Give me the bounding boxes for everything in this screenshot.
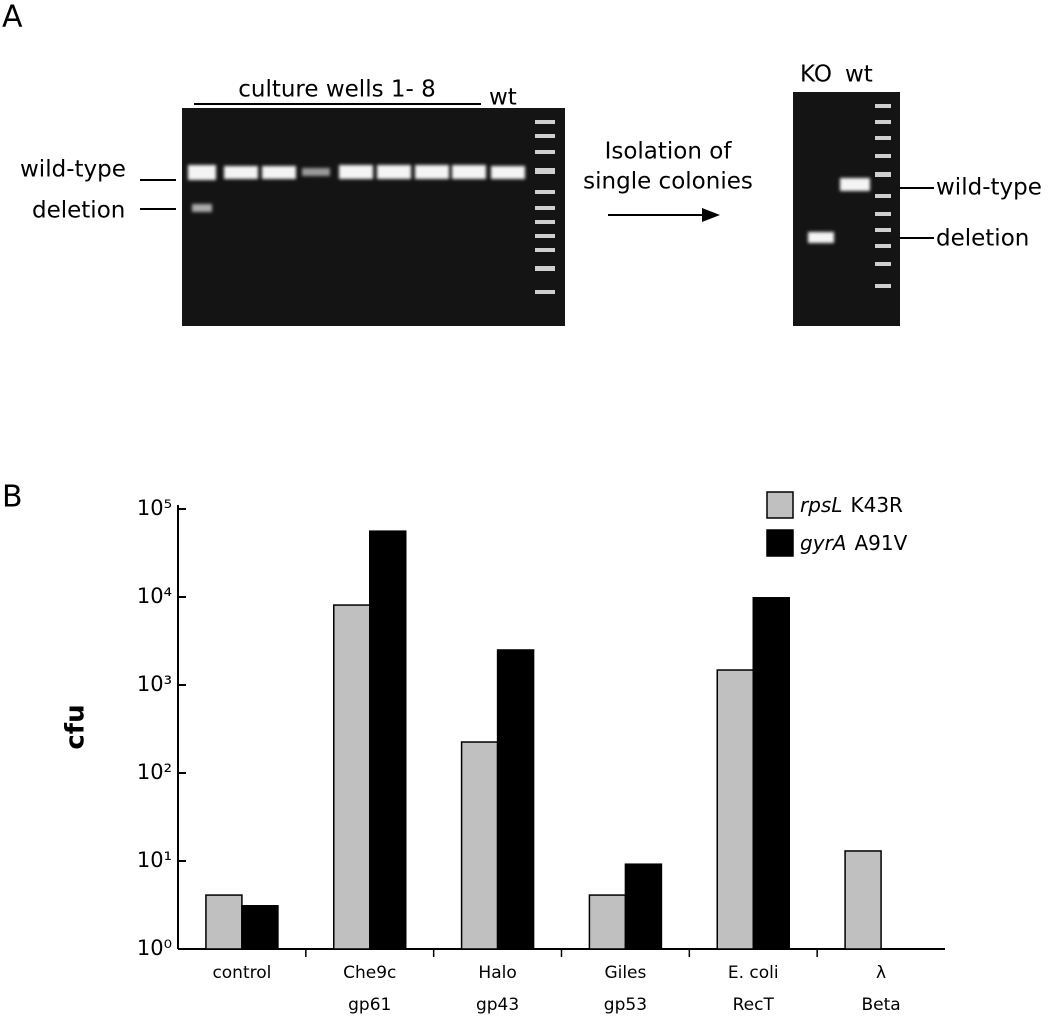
x-tick-label: E. coli (728, 963, 779, 983)
y-tick-label: 10⁵ (137, 496, 172, 520)
legend-text: K43R (850, 493, 903, 517)
x-tick-label: Beta (861, 995, 900, 1015)
band-label: deletion (32, 198, 125, 224)
arrow-text: single colonies (583, 169, 753, 195)
bar (844, 850, 882, 950)
bar (205, 894, 243, 950)
bar (588, 894, 627, 950)
x-tick-label: gp61 (348, 995, 391, 1015)
y-tick-label: 10³ (137, 672, 172, 696)
x-tick-label: RecT (733, 995, 775, 1015)
band-label: wild-type (20, 157, 126, 183)
legend-label: gyrA A91V (800, 531, 908, 555)
band-label: deletion (936, 226, 1029, 252)
arrow-text: Isolation of (605, 139, 733, 165)
x-tick-label: control (212, 963, 271, 983)
legend-swatch (766, 491, 794, 519)
bar (241, 905, 279, 950)
panel-label: B (2, 480, 23, 515)
bar (496, 649, 535, 950)
legend-swatch (766, 529, 794, 557)
lane-label: wt (489, 85, 517, 111)
y-axis-label: cfu (61, 704, 91, 749)
band-label: wild-type (936, 175, 1042, 201)
x-tick-label: gp43 (476, 995, 519, 1015)
x-tick-label: λ (876, 963, 886, 983)
x-tick-label: Halo (478, 963, 516, 983)
legend-label: rpsL K43R (800, 493, 903, 517)
x-tick-label: Che9c (343, 963, 396, 983)
gel-2 (793, 92, 900, 326)
gel-1 (182, 108, 565, 326)
panel-label: A (2, 0, 23, 35)
plot: 10⁰ 10¹ 10² 10³ 10⁴ 10⁵ control Che9c gp61 Halo gp… (137, 491, 945, 1015)
legend-text: gyrA (800, 531, 846, 555)
bar (624, 863, 663, 950)
y-tick-label: 10⁴ (137, 584, 172, 608)
y-tick-label: 10² (137, 760, 172, 784)
legend-text: A91V (854, 531, 907, 555)
bar (369, 530, 407, 950)
x-tick-label: Giles (604, 963, 646, 983)
lane-label: wt (845, 62, 873, 88)
x-tick-label: gp53 (604, 995, 647, 1015)
bar (752, 597, 790, 950)
bar (460, 741, 499, 950)
y-tick-label: 10¹ (137, 848, 172, 872)
y-tick-label: 10⁰ (137, 936, 172, 960)
bar (716, 669, 754, 950)
gel-header: culture wells 1- 8 (238, 77, 436, 103)
bar (333, 604, 371, 950)
legend-text: rpsL (800, 493, 842, 517)
lane-label: KO (800, 62, 832, 88)
